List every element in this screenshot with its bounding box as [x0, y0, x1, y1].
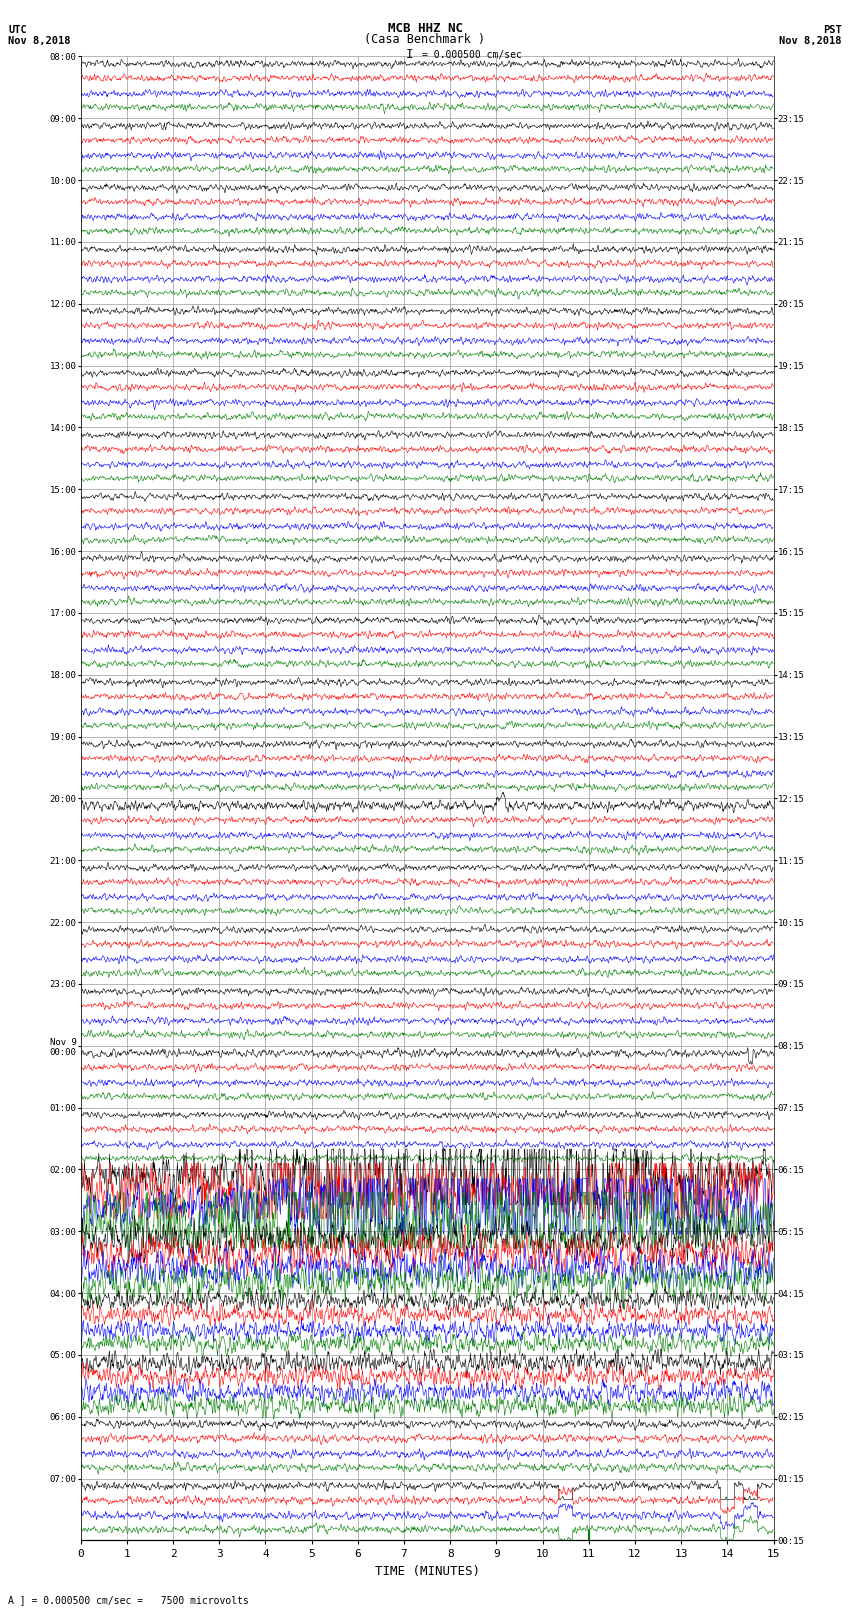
Text: PST: PST [823, 24, 842, 35]
Text: A ] = 0.000500 cm/sec =   7500 microvolts: A ] = 0.000500 cm/sec = 7500 microvolts [8, 1595, 249, 1605]
Text: = 0.000500 cm/sec: = 0.000500 cm/sec [422, 50, 521, 60]
Text: UTC: UTC [8, 24, 27, 35]
X-axis label: TIME (MINUTES): TIME (MINUTES) [375, 1565, 479, 1578]
Text: Nov 8,2018: Nov 8,2018 [8, 35, 71, 45]
Text: MCB HHZ NC: MCB HHZ NC [388, 21, 462, 35]
Text: I: I [406, 48, 413, 61]
Text: (Casa Benchmark ): (Casa Benchmark ) [365, 32, 485, 45]
Text: Nov 8,2018: Nov 8,2018 [779, 35, 842, 45]
